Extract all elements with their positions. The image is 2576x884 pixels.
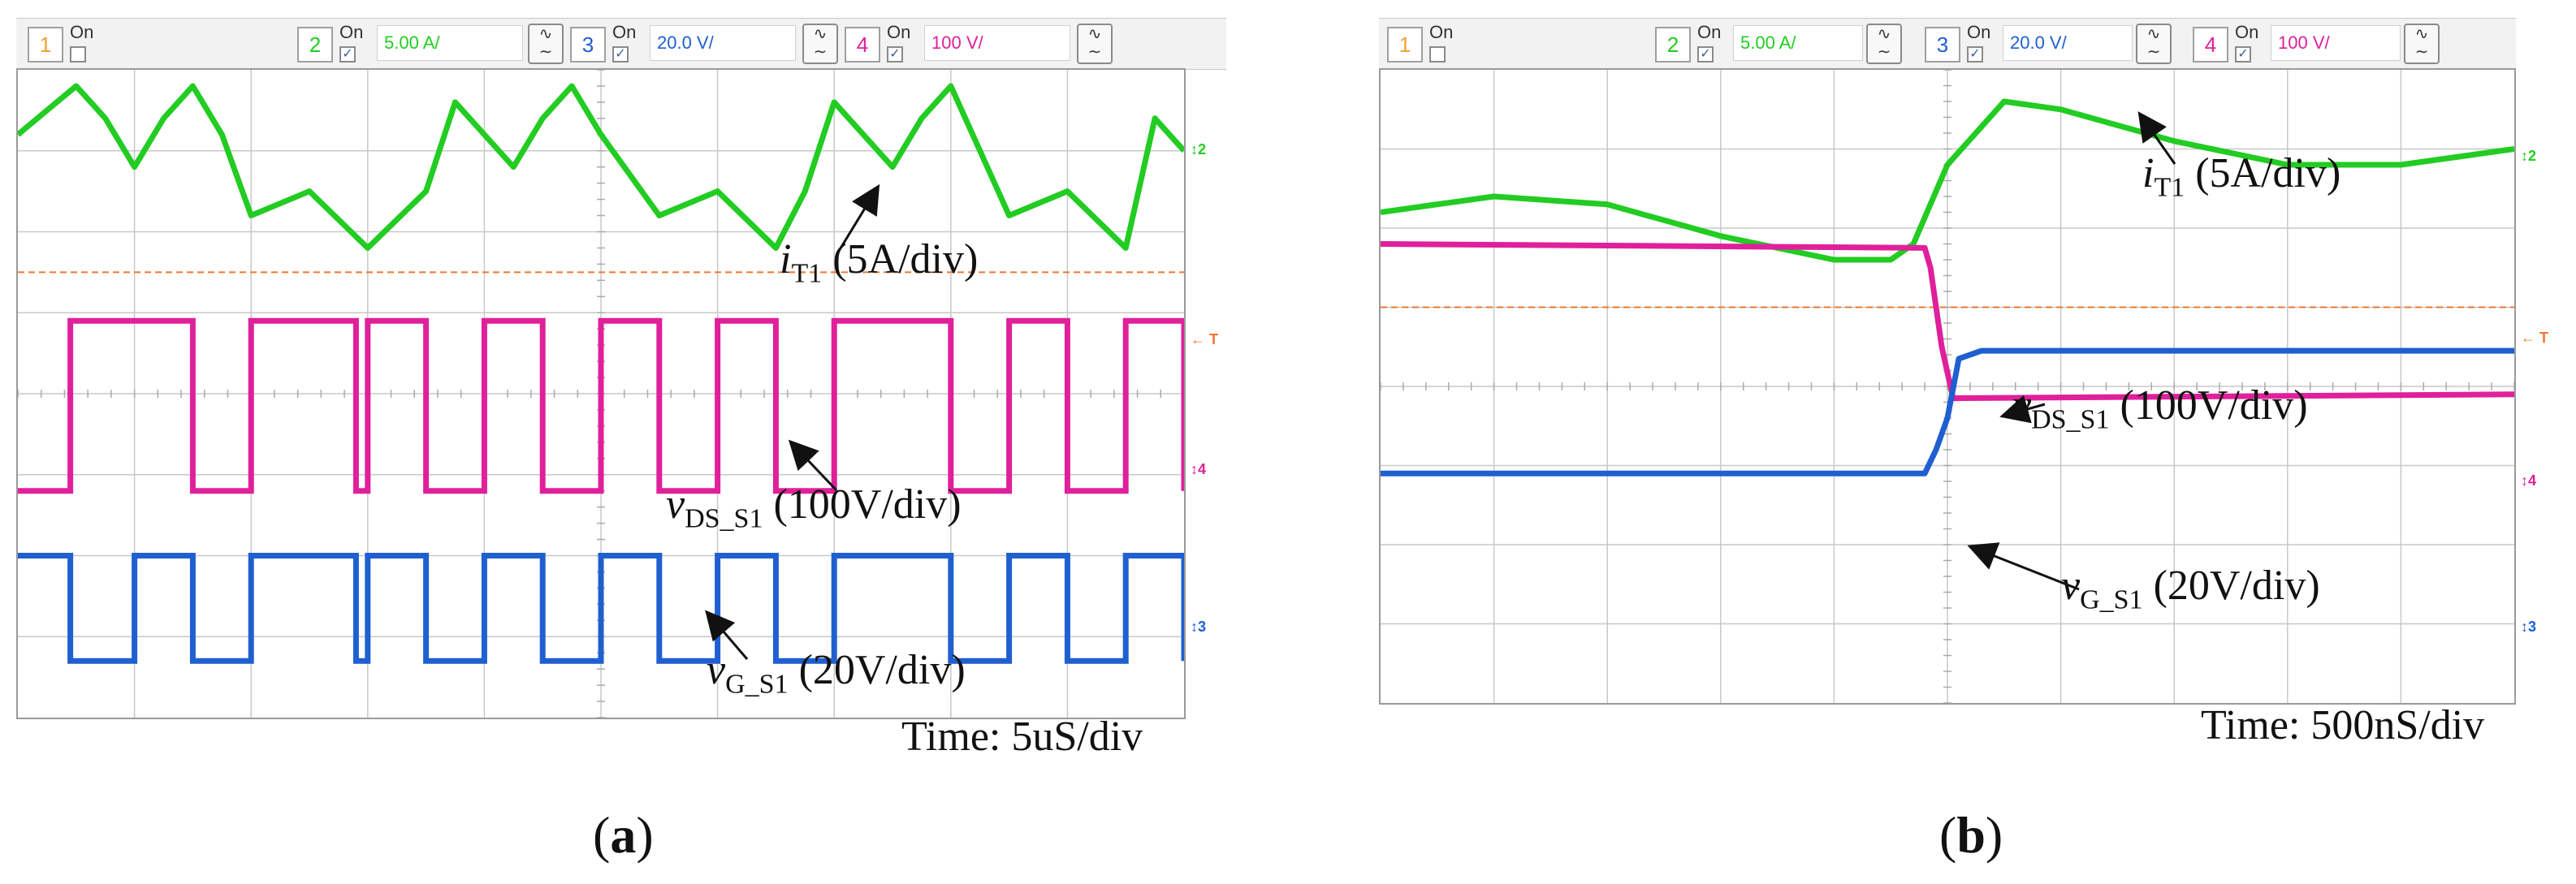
channel-2-on-label: On: [339, 22, 364, 42]
channel-toolbar: 1 On 2 On ✓ 5.00 A/ ∿ ∼ 3 On ✓ 20.0 V/ ∿ ∼…: [1379, 18, 2516, 70]
channel-toolbar: 1 On 2 On ✓ 5.00 A/ ∿ ∼ 3 On ✓ 20.0 V/ ∿ ∼…: [16, 18, 1226, 70]
channel-4-button[interactable]: 4: [2193, 27, 2228, 63]
channel-3-scale[interactable]: 20.0 V/: [650, 25, 796, 61]
vds-arrow-a: [788, 439, 838, 492]
channel-4-on-label: On: [887, 22, 911, 42]
panel-a: 1 On 2 On ✓ 5.00 A/ ∿ ∼ 3 On ✓ 20.0 V/ ∿ ∼…: [16, 18, 1234, 878]
channel-1-checkbox[interactable]: [1429, 46, 1446, 63]
vg-annotation-b: vG_S1 (20V/div): [2061, 563, 2320, 615]
ac-dc-coupling-icon[interactable]: ∿ ∼: [2136, 24, 2172, 64]
ch4-marker-icon: ↕4: [1191, 461, 1207, 477]
channel-4-checkbox[interactable]: ✓: [2235, 46, 2251, 63]
oscilloscope-screen-b: [1379, 68, 2516, 705]
channel-2-scale[interactable]: 5.00 A/: [377, 25, 523, 61]
channel-4-scale[interactable]: 100 V/: [924, 25, 1070, 61]
channel-2-button[interactable]: 2: [297, 27, 333, 63]
ch3-marker-icon: ↕3: [1191, 619, 1207, 635]
iT1-arrow-a: [835, 183, 880, 256]
channel-2-checkbox[interactable]: ✓: [1697, 46, 1714, 63]
vg-annotation-a: vG_S1 (20V/div): [707, 647, 966, 700]
time-scale-b: Time: 500nS/div: [2201, 702, 2485, 748]
ac-dc-coupling-icon[interactable]: ∿ ∼: [802, 24, 838, 64]
trace-ch2: [1381, 98, 2514, 263]
time-scale-a: Time: 5uS/div: [901, 714, 1143, 760]
channel-4-button[interactable]: 4: [845, 27, 880, 63]
channel-1-button[interactable]: 1: [1387, 27, 1423, 63]
ac-dc-coupling-icon[interactable]: ∿ ∼: [2404, 24, 2440, 64]
oscilloscope-screen-a: [16, 68, 1186, 719]
channel-4-scale[interactable]: 100 V/: [2271, 25, 2401, 61]
ac-dc-coupling-icon[interactable]: ∿ ∼: [1866, 24, 1902, 64]
vds-annotation-b: vDS_S1 (100V/div): [2012, 382, 2308, 435]
trigger-marker-icon: ← T: [2521, 330, 2549, 346]
channel-1-button[interactable]: 1: [28, 27, 63, 63]
channel-2-on-label: On: [1697, 22, 1722, 42]
channel-4-checkbox[interactable]: ✓: [887, 46, 903, 63]
iT1-arrow-b: [2137, 111, 2176, 165]
trace-ch3: [18, 553, 1184, 664]
ch2-marker-icon: ↕2: [1191, 141, 1207, 157]
iT1-annotation-b: iT1 (5A/div): [2142, 150, 2341, 203]
ac-dc-coupling-icon[interactable]: ∿ ∼: [1077, 24, 1113, 64]
trace-ch4: [1381, 241, 2514, 402]
channel-3-checkbox[interactable]: ✓: [1967, 46, 1983, 63]
vg-arrow-b: [1967, 542, 2080, 591]
channel-1-on-label: On: [70, 22, 94, 42]
channel-3-checkbox[interactable]: ✓: [612, 46, 629, 63]
grid: [1381, 70, 2514, 703]
vds-annotation-a: vDS_S1 (100V/div): [666, 481, 962, 534]
channel-3-on-label: On: [612, 22, 637, 42]
ch2-marker-icon: ↕2: [2521, 148, 2537, 164]
channel-1-checkbox[interactable]: [70, 46, 86, 63]
channel-2-scale[interactable]: 5.00 A/: [1733, 25, 1863, 61]
annotation-arrows-a: [705, 183, 880, 660]
ch3-marker-icon: ↕3: [2521, 619, 2537, 635]
channel-3-button[interactable]: 3: [570, 27, 606, 63]
waveform-plot-a: [18, 70, 1184, 718]
channel-1-on-label: On: [1429, 22, 1454, 42]
trigger-marker-icon: ← T: [1191, 331, 1219, 347]
channel-2-checkbox[interactable]: ✓: [339, 46, 356, 63]
channel-4-on-label: On: [2235, 22, 2259, 42]
vg-arrow-a: [705, 610, 749, 660]
trace-ch4: [18, 317, 1184, 494]
panel-label-a: (a): [593, 806, 654, 864]
ac-dc-coupling-icon[interactable]: ∿ ∼: [528, 24, 564, 64]
ch4-marker-icon: ↕4: [2521, 472, 2537, 489]
annotation-arrows-b: [1967, 111, 2176, 591]
panel-b: 1 On 2 On ✓ 5.00 A/ ∿ ∼ 3 On ✓ 20.0 V/ ∿ ∼…: [1379, 18, 2573, 878]
channel-3-on-label: On: [1967, 22, 1991, 42]
trace-ch2: [18, 83, 1184, 251]
channel-3-scale[interactable]: 20.0 V/: [2003, 25, 2133, 61]
channel-3-button[interactable]: 3: [1925, 27, 1960, 63]
vds-arrow-b: [1999, 395, 2046, 424]
panel-label-b: (b): [1939, 806, 2003, 864]
waveform-plot-b: [1381, 70, 2514, 703]
channel-2-button[interactable]: 2: [1655, 27, 1691, 63]
iT1-annotation-a: iT1 (5A/div): [780, 236, 979, 289]
trace-ch3: [1381, 347, 2514, 476]
